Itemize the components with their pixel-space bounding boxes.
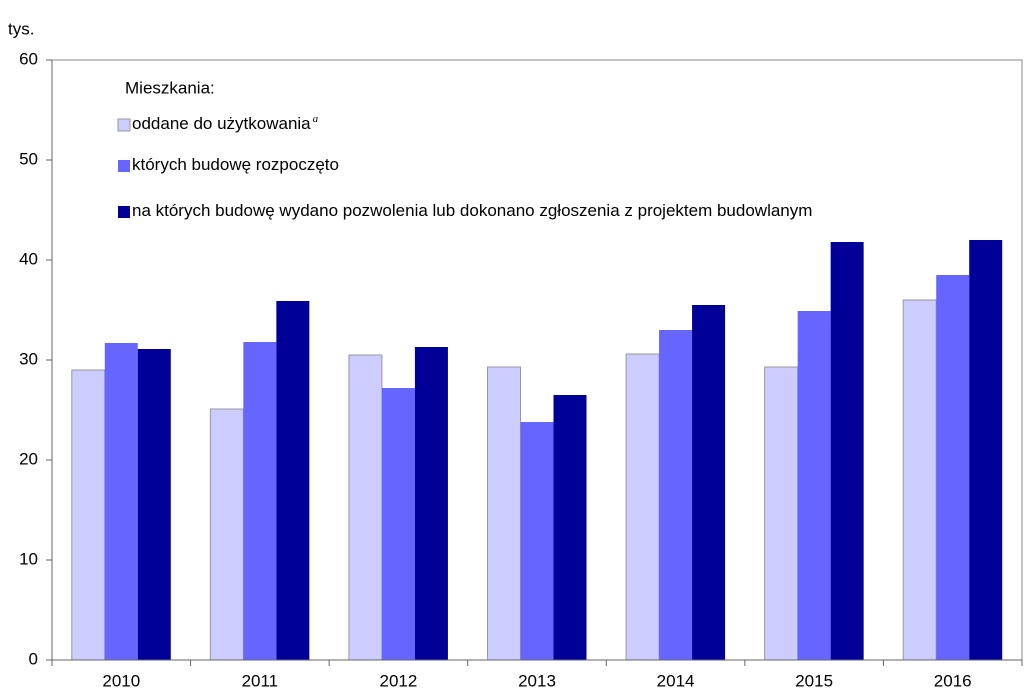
bar [487,366,521,661]
legend-label: oddane do użytkowania a [132,113,319,134]
x-tick-label: 2010 [102,671,140,690]
y-tick-label: 50 [19,149,38,168]
legend-label: których budowę rozpoczęto [132,155,339,174]
bar [276,301,310,660]
legend-swatch [118,160,130,172]
legend-title: Mieszkania: [125,78,215,97]
y-tick-label: 10 [19,549,38,568]
legend-swatch [117,118,131,132]
legend-name: których budowę rozpoczęto [132,155,339,174]
y-tick-label: 0 [29,649,38,668]
bar [902,299,937,661]
legend-item: oddane do użytkowania a [117,113,319,134]
legend-name: na których budowę wydano pozwolenia lub … [132,201,812,220]
bar [348,354,383,661]
x-tick-label: 2016 [934,671,972,690]
y-tick-label: 60 [19,49,38,68]
bar [381,388,415,660]
x-tick-label: 2011 [242,671,279,690]
bar [692,305,726,660]
y-unit: tys. [8,19,34,38]
bar [209,408,244,661]
bar [936,275,970,660]
legend-item: na których budowę wydano pozwolenia lub … [118,201,812,220]
bar [764,366,799,661]
bar [659,330,693,660]
legend-label: na których budowę wydano pozwolenia lub … [132,201,812,220]
legend-item: których budowę rozpoczęto [118,155,339,174]
bar [414,347,448,660]
legend-swatch [118,206,130,218]
bar [137,349,171,660]
bar [520,422,554,660]
y-tick-label: 40 [19,249,38,268]
bar [71,369,106,661]
bar [797,311,831,660]
x-tick-label: 2013 [518,671,556,690]
x-tick-label: 2014 [657,671,695,690]
bar [553,395,587,660]
y-tick-label: 20 [19,449,38,468]
bar [830,242,864,660]
bar [243,342,277,660]
legend-superscript: a [313,113,319,125]
x-tick-label: 2012 [380,671,418,690]
x-tick-label: 2015 [795,671,833,690]
bar [104,343,138,660]
bar [969,240,1003,660]
bar [625,353,660,661]
y-tick-label: 30 [19,349,38,368]
legend-name: oddane do użytkowania [132,114,311,133]
